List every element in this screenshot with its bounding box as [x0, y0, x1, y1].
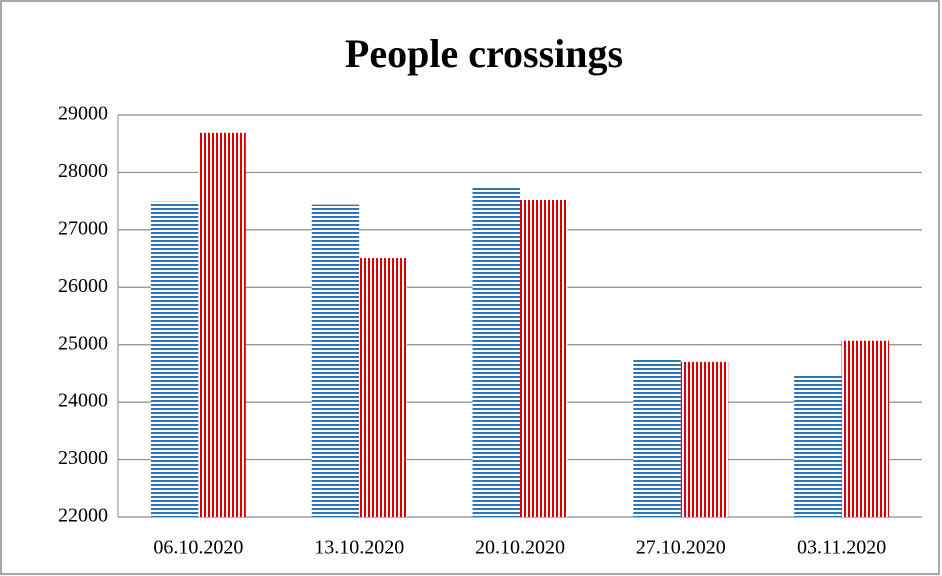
- y-tick-label: 25000: [58, 332, 108, 354]
- x-tick-label: 03.11.2020: [797, 537, 886, 559]
- y-tick-label: 24000: [58, 390, 108, 412]
- bar: [633, 359, 681, 517]
- y-tick-label: 29000: [58, 103, 108, 125]
- y-tick-label: 22000: [58, 505, 108, 527]
- x-tick-label: 06.10.2020: [153, 537, 243, 559]
- y-tick-label: 26000: [58, 275, 108, 297]
- x-tick-label: 13.10.2020: [314, 537, 404, 559]
- x-tick-label: 20.10.2020: [475, 537, 565, 559]
- y-tick-label: 28000: [58, 160, 108, 182]
- bar: [198, 132, 246, 517]
- bar: [359, 257, 407, 517]
- x-tick-label: 27.10.2020: [636, 537, 726, 559]
- bar: [794, 375, 842, 517]
- y-tick-label: 27000: [58, 217, 108, 239]
- bar: [841, 340, 890, 517]
- y-tick-label: 23000: [58, 447, 108, 469]
- bar: [472, 186, 520, 518]
- chart-title: People crossings: [345, 31, 623, 76]
- bar: [150, 201, 199, 517]
- bar: [520, 199, 568, 517]
- bar: [680, 361, 729, 517]
- bar: [311, 204, 360, 518]
